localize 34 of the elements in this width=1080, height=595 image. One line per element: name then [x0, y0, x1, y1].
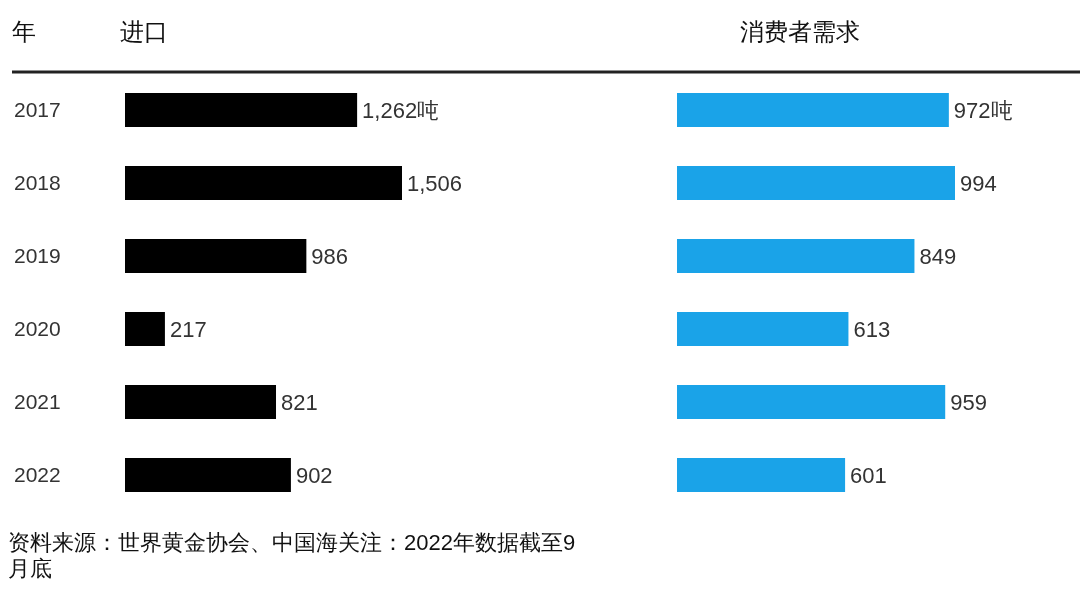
data-label: 821 — [281, 390, 318, 415]
chart-title: 进口 — [120, 18, 168, 45]
data-label: 849 — [919, 244, 957, 269]
bar — [125, 239, 307, 273]
chart-title: 消费者需求 — [740, 18, 860, 45]
bar — [677, 385, 946, 419]
data-label: 613 — [853, 317, 891, 342]
data-label: 986 — [311, 244, 349, 269]
bar — [125, 93, 358, 127]
data-label: 217 — [169, 317, 207, 342]
data-label: 994 — [960, 171, 997, 196]
bar — [677, 239, 915, 273]
bar — [677, 458, 846, 492]
y-tick-label: 2020 — [14, 317, 61, 340]
data-label: 959 — [950, 390, 987, 415]
y-tick-label: 2022 — [14, 463, 61, 486]
bar — [677, 166, 955, 200]
bar — [125, 458, 291, 492]
data-label: 902 — [295, 463, 333, 488]
data-label: 972吨 — [953, 98, 1013, 123]
y-tick-label: 2021 — [14, 390, 61, 413]
bar — [125, 312, 165, 346]
bar — [677, 312, 849, 346]
bar — [677, 93, 949, 127]
y-tick-label: 2018 — [14, 171, 61, 194]
y-axis-title: 年 — [12, 18, 36, 45]
bar — [125, 166, 402, 200]
data-label: 601 — [850, 463, 887, 488]
y-tick-label: 2019 — [14, 244, 61, 267]
data-label: 1,262吨 — [362, 98, 440, 123]
text: 资料来源：世界黄金协会、中国海关注：2022年数据截至9月底 — [8, 530, 576, 581]
bar — [125, 385, 277, 419]
y-tick-label: 2017 — [14, 98, 61, 121]
data-label: 1,506 — [407, 171, 463, 196]
